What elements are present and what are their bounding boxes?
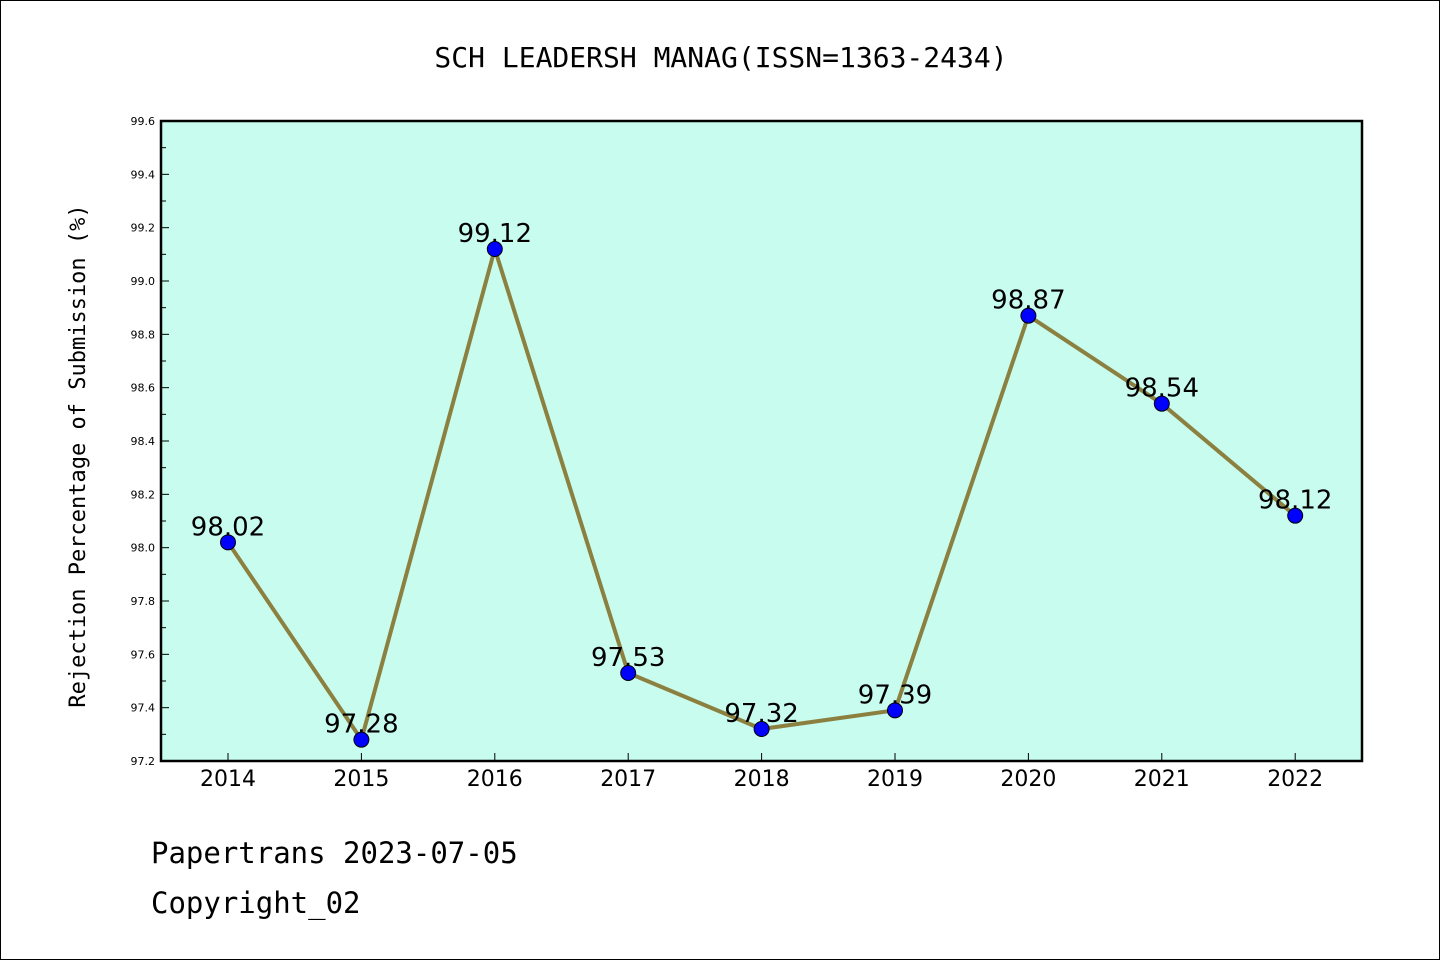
data-label: 98.54	[1125, 374, 1199, 404]
data-label: 97.32	[724, 699, 798, 729]
data-point	[1020, 307, 1037, 324]
data-point	[753, 721, 770, 737]
axis-ticks: 97.2 97.4 97.6 97.8 98.0 98.2 98.4 98.6 98.8 99.0…	[131, 115, 1324, 792]
x-tick-label: 2017	[600, 767, 656, 792]
y-tick-label: 98.6	[131, 382, 156, 395]
data-point	[1287, 507, 1304, 524]
y-tick-label: 99.0	[131, 275, 156, 288]
footer-date: Papertrans 2023-07-05	[151, 836, 518, 870]
data-label: 97.39	[858, 680, 932, 710]
x-tick-label: 2020	[1000, 767, 1056, 792]
data-point	[486, 241, 503, 257]
x-tick-label: 2021	[1134, 767, 1190, 792]
data-point	[620, 665, 637, 681]
y-tick-label: 97.6	[131, 648, 156, 661]
y-tick-label: 97.4	[131, 702, 156, 715]
y-tick-label: 98.8	[131, 328, 156, 341]
y-axis-label: Rejection Percentage of Submission (%)	[66, 204, 91, 707]
data-label: 98.02	[191, 512, 265, 542]
y-tick-label: 99.2	[131, 222, 156, 235]
x-tick-label: 2022	[1267, 767, 1323, 792]
data-label: 99.12	[458, 219, 532, 249]
y-tick-label: 99.4	[131, 168, 156, 181]
x-tick-label: 2015	[333, 767, 389, 792]
data-point	[1153, 395, 1170, 412]
data-label: 97.53	[591, 643, 665, 673]
data-labels: 98.02 97.28 99.12 97.53 97.32 97.39 98.87 98.54…	[191, 219, 1333, 740]
data-point	[353, 731, 370, 748]
plot-area	[161, 121, 1362, 761]
y-tick-label: 98.2	[131, 488, 156, 501]
y-tick-label: 97.8	[131, 595, 156, 608]
y-tick-label: 98.4	[131, 435, 156, 448]
y-tick-label: 97.2	[131, 755, 156, 768]
x-tick-label: 2018	[734, 767, 790, 792]
y-tick-label: 98.0	[131, 542, 156, 555]
y-tick-label: 99.6	[131, 115, 156, 128]
plot-border	[159, 119, 1364, 763]
footer-copyright: Copyright_02	[151, 886, 361, 920]
x-tick-label: 2014	[200, 767, 256, 792]
data-label: 98.87	[991, 286, 1065, 316]
data-label: 98.12	[1258, 486, 1332, 516]
data-label: 97.28	[324, 710, 398, 740]
series-points	[220, 241, 1304, 748]
x-tick-label: 2019	[867, 767, 923, 792]
chart-title: SCH LEADERSH MANAG(ISSN=1363-2434)	[434, 41, 1007, 74]
data-point	[887, 702, 903, 719]
data-point	[220, 534, 236, 551]
x-tick-label: 2016	[467, 767, 523, 792]
